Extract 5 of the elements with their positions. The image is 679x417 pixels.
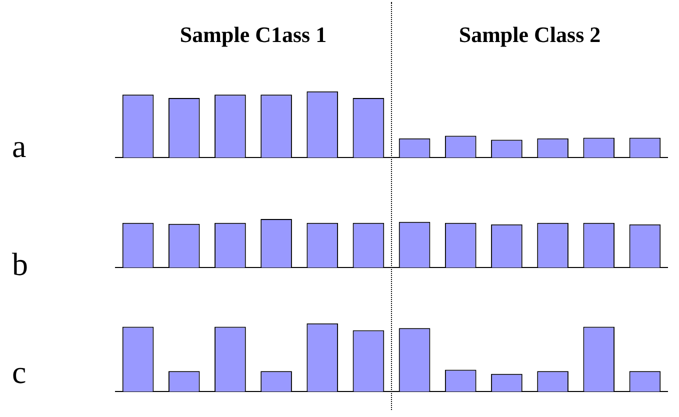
text: Sample Class 2 — [458, 22, 602, 48]
y-axis-title: c — [12, 354, 26, 391]
y-axis-title: b — [12, 246, 28, 283]
y-axis-title: a — [12, 128, 26, 165]
text: Sample C1ass 1 — [178, 22, 328, 48]
